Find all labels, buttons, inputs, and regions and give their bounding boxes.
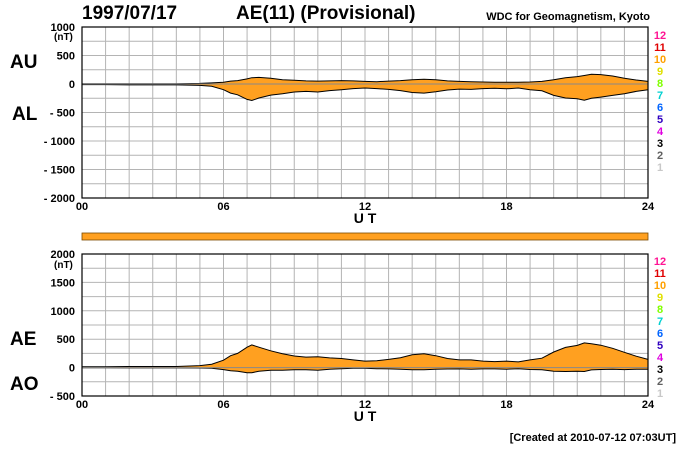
upper-x-tick-label: 00: [76, 201, 88, 213]
station-number-11: 11: [654, 42, 666, 54]
upper-x-tick-label: 24: [642, 201, 655, 213]
station-number-4: 4: [656, 352, 664, 364]
plot-title: AE(11) (Provisional): [236, 3, 416, 24]
station-number-6: 6: [656, 328, 664, 340]
upper-plot-frame: [81, 26, 649, 199]
lower-x-axis-label: U T: [354, 408, 377, 424]
upper-unit-label: (nT): [54, 32, 73, 43]
upper-band-area: [82, 74, 648, 101]
lower-unit-label: (nT): [54, 260, 73, 271]
data-availability-bar: [81, 232, 649, 241]
station-number-2: 2: [656, 150, 664, 162]
upper-y-tick-label: 1000: [51, 22, 75, 34]
upper-x-tick-label: 06: [217, 201, 229, 213]
station-number-10: 10: [653, 280, 667, 292]
lower-x-tick-label: 00: [76, 399, 88, 411]
au-label: AU: [10, 52, 38, 73]
station-number-7: 7: [656, 316, 664, 328]
lower-x-tick-label: 06: [217, 399, 229, 411]
upper-x-tick-label: 12: [359, 201, 371, 213]
lower-x-tick-label: 24: [642, 399, 655, 411]
lower-y-tick-label: - 500: [50, 391, 75, 403]
station-number-7: 7: [656, 90, 664, 102]
station-number-6: 6: [656, 102, 664, 114]
station-number-4: 4: [656, 126, 664, 138]
series-au-line: [82, 73, 649, 85]
lower-y-tick-label: 0: [69, 363, 75, 375]
station-number-12: 12: [653, 256, 667, 268]
series-ao-line: [82, 367, 649, 374]
station-number-3: 3: [656, 138, 664, 150]
station-number-9: 9: [656, 292, 664, 304]
upper-x-tick-label: 18: [500, 201, 512, 213]
upper-y-tick-label: - 1500: [44, 165, 75, 177]
lower-plot-frame: [81, 253, 649, 397]
al-label: AL: [12, 104, 38, 125]
ao-label: AO: [10, 374, 39, 395]
station-number-8: 8: [656, 78, 664, 90]
lower-x-tick-label: 12: [359, 399, 371, 411]
lower-x-tick-label: 18: [500, 399, 512, 411]
station-number-2: 2: [656, 376, 664, 388]
upper-y-tick-label: - 500: [50, 108, 75, 120]
upper-y-tick-label: - 1000: [44, 136, 75, 148]
lower-y-tick-label: 2000: [51, 249, 75, 261]
lower-y-tick-label: 1000: [51, 306, 75, 318]
credit-label: WDC for Geomagnetism, Kyoto: [486, 11, 650, 23]
created-timestamp: [Created at 2010-07-12 07:03UT]: [509, 432, 676, 444]
upper-x-axis-label: U T: [354, 210, 377, 226]
lower-y-tick-label: 1500: [51, 277, 75, 289]
station-number-5: 5: [656, 114, 664, 126]
station-number-3: 3: [656, 364, 664, 376]
station-number-1: 1: [656, 162, 664, 174]
plot-date: 1997/07/17: [82, 3, 178, 24]
upper-y-tick-label: 0: [69, 79, 75, 91]
upper-y-tick-label: 500: [57, 51, 75, 63]
station-number-5: 5: [656, 340, 664, 352]
lower-y-tick-label: 500: [57, 334, 75, 346]
station-number-9: 9: [656, 66, 664, 78]
ae-label: AE: [10, 329, 37, 350]
upper-y-tick-label: - 2000: [44, 193, 75, 205]
series-al-line: [82, 84, 649, 102]
station-number-11: 11: [654, 268, 666, 280]
series-ae-line: [82, 342, 649, 368]
station-number-10: 10: [653, 54, 667, 66]
station-number-8: 8: [656, 304, 664, 316]
lower-band-area: [82, 342, 648, 373]
station-number-12: 12: [653, 30, 667, 42]
station-number-1: 1: [656, 388, 664, 400]
